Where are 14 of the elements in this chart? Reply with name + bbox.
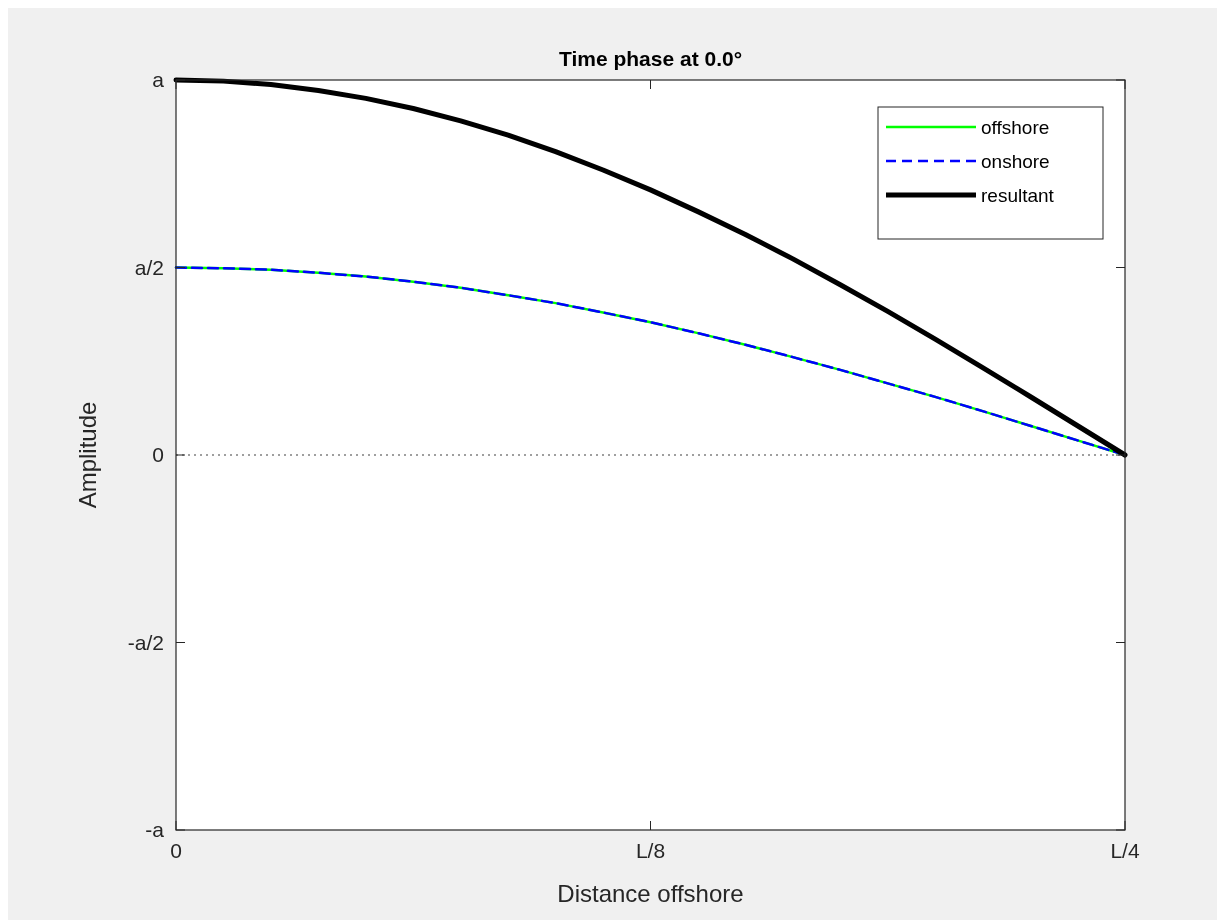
text: a/2 bbox=[134, 255, 164, 279]
legend-label: onshore bbox=[981, 151, 1050, 172]
text: -a/2 bbox=[127, 630, 164, 654]
legend-label: offshore bbox=[981, 117, 1050, 138]
text: -a bbox=[145, 818, 165, 841]
text: 0 bbox=[152, 443, 164, 466]
y-axis-title: Amplitude bbox=[74, 401, 101, 509]
x-tick-label: L/8 bbox=[635, 839, 666, 862]
x-tick-label: L/4 bbox=[1110, 839, 1140, 862]
text: a bbox=[152, 68, 165, 91]
x-axis-title: Distance offshore bbox=[557, 880, 744, 907]
chart-title: Time phase at 0.0° bbox=[558, 47, 743, 70]
x-tick-label: 0 bbox=[170, 839, 182, 862]
legend-label: resultant bbox=[981, 185, 1055, 206]
